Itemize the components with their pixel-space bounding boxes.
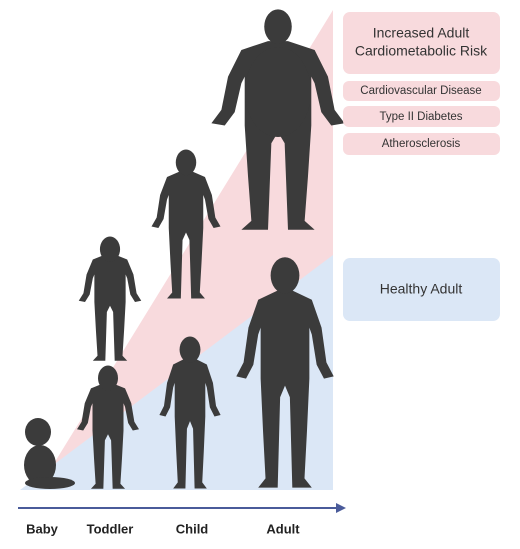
risk-title: Cardiometabolic Risk — [355, 43, 488, 59]
silhouettes — [24, 9, 345, 489]
silhouette-part — [179, 336, 201, 363]
risk-box — [343, 12, 500, 74]
silhouette-part — [25, 477, 75, 489]
stage-label: Child — [176, 521, 209, 536]
condition-label: Cardiovascular Disease — [360, 85, 481, 97]
silhouette-part — [77, 383, 139, 489]
silhouette-part — [175, 149, 197, 176]
silhouette-part — [245, 47, 311, 137]
stage-label: Baby — [26, 521, 59, 536]
condition-box — [343, 106, 500, 127]
silhouette-part — [25, 418, 51, 446]
healthy-label: Healthy Adult — [380, 281, 463, 297]
silhouette-part — [24, 445, 56, 485]
timeline-arrowhead — [336, 503, 346, 513]
condition-label: Atherosclerosis — [382, 138, 461, 150]
healthy-box — [343, 258, 500, 321]
stage-label: Toddler — [87, 521, 134, 536]
condition-box — [343, 133, 500, 155]
condition-box — [343, 81, 500, 101]
condition-label: Type II Diabetes — [379, 111, 462, 123]
silhouette-part — [159, 358, 221, 489]
silhouette-part — [78, 254, 142, 361]
silhouette-part — [211, 41, 345, 230]
silhouette-part — [99, 236, 121, 262]
silhouette-part — [98, 365, 118, 391]
silhouette-part — [236, 290, 334, 488]
silhouette-part — [270, 257, 300, 294]
silhouette-part — [151, 171, 221, 299]
risk-title: Increased Adult — [373, 25, 470, 41]
stage-label: Adult — [266, 521, 300, 536]
silhouette-part — [264, 9, 292, 44]
